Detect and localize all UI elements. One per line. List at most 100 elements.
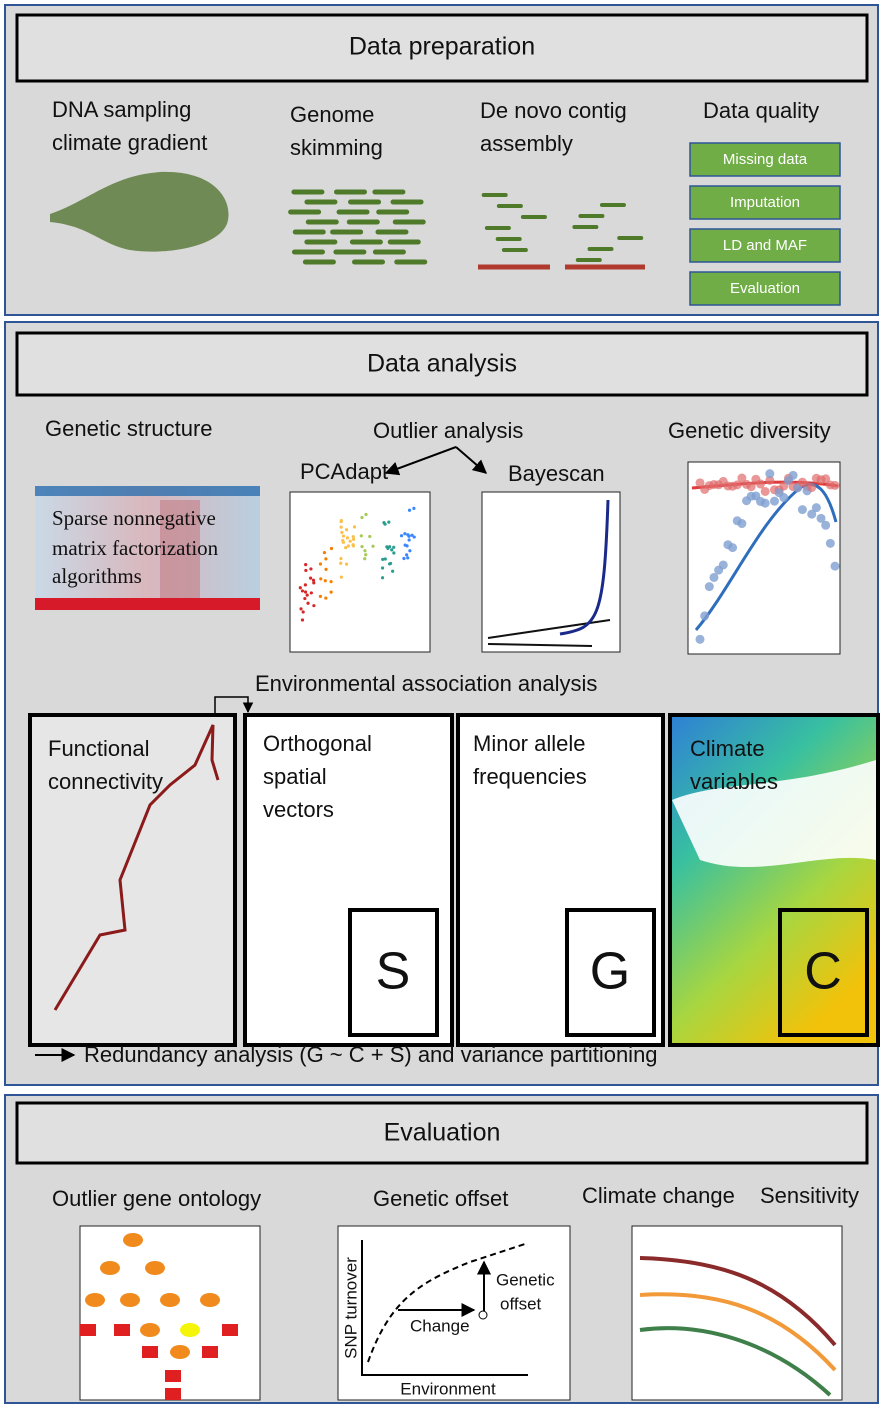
dot bbox=[364, 513, 367, 516]
go-node bbox=[100, 1261, 120, 1275]
dot bbox=[352, 544, 355, 547]
step-label: De novo contig bbox=[480, 98, 627, 123]
panel-title: Data preparation bbox=[349, 33, 535, 61]
panel-label: Climate bbox=[690, 736, 765, 761]
letter: C bbox=[804, 943, 842, 1001]
go-node bbox=[120, 1293, 140, 1307]
dot bbox=[342, 534, 345, 537]
dot bbox=[299, 607, 302, 610]
dot bbox=[353, 525, 356, 528]
dot bbox=[831, 481, 840, 490]
dot bbox=[402, 557, 405, 560]
dot bbox=[345, 563, 348, 566]
dot bbox=[705, 582, 714, 591]
dot bbox=[826, 539, 835, 548]
go-node bbox=[114, 1324, 130, 1336]
dot bbox=[344, 546, 347, 549]
heatmap-band bbox=[35, 598, 260, 610]
dot bbox=[312, 604, 315, 607]
dot bbox=[386, 547, 389, 550]
go-node bbox=[142, 1346, 158, 1358]
method-text: matrix factorization bbox=[52, 536, 219, 560]
dot bbox=[798, 505, 807, 514]
axis-label: Environment bbox=[400, 1379, 496, 1398]
go-node bbox=[222, 1324, 238, 1336]
dot bbox=[405, 553, 408, 556]
dot bbox=[330, 590, 333, 593]
dot bbox=[339, 557, 342, 560]
go-node bbox=[200, 1293, 220, 1307]
panel-title: Evaluation bbox=[384, 1119, 501, 1147]
dot bbox=[340, 531, 343, 534]
dot bbox=[807, 483, 816, 492]
go-node bbox=[165, 1388, 181, 1400]
dot bbox=[310, 591, 313, 594]
dot bbox=[371, 545, 374, 548]
plot-box bbox=[290, 492, 430, 652]
panel-title: Data analysis bbox=[367, 350, 517, 378]
dot bbox=[390, 548, 393, 551]
dot bbox=[403, 532, 406, 535]
go-node bbox=[180, 1323, 200, 1337]
point bbox=[479, 1311, 487, 1319]
dot bbox=[364, 553, 367, 556]
go-node bbox=[165, 1370, 181, 1382]
dot bbox=[821, 521, 830, 530]
dot bbox=[301, 618, 304, 621]
dot bbox=[324, 557, 327, 560]
dot bbox=[383, 523, 386, 526]
dot bbox=[696, 635, 705, 644]
dot bbox=[345, 528, 348, 531]
dot bbox=[323, 551, 326, 554]
annotation: offset bbox=[500, 1294, 542, 1313]
dot bbox=[349, 540, 352, 543]
footer-label: Redundancy analysis (G ~ C + S) and vari… bbox=[84, 1042, 658, 1067]
quality-label: Imputation bbox=[730, 194, 800, 211]
dot bbox=[363, 549, 366, 552]
dot bbox=[340, 520, 343, 523]
dot bbox=[324, 596, 327, 599]
letter: G bbox=[590, 943, 630, 1001]
go-node bbox=[170, 1345, 190, 1359]
dot bbox=[340, 576, 343, 579]
dot bbox=[391, 570, 394, 573]
dot bbox=[329, 580, 332, 583]
dot bbox=[324, 579, 327, 582]
dot bbox=[408, 509, 411, 512]
panel-label: connectivity bbox=[48, 769, 163, 794]
dot bbox=[304, 583, 307, 586]
step-label: Genome bbox=[290, 102, 374, 127]
dot bbox=[404, 544, 407, 547]
dot bbox=[719, 560, 728, 569]
heatmap-band bbox=[35, 486, 260, 496]
dot bbox=[700, 611, 709, 620]
panel-label: Orthogonal bbox=[263, 731, 372, 756]
dot bbox=[347, 544, 350, 547]
step-label: assembly bbox=[480, 131, 573, 156]
dot bbox=[324, 568, 327, 571]
panel-label: frequencies bbox=[473, 764, 587, 789]
dot bbox=[408, 549, 411, 552]
dot bbox=[352, 535, 355, 538]
go-node bbox=[202, 1346, 218, 1358]
dot bbox=[381, 558, 384, 561]
dot bbox=[381, 576, 384, 579]
dot bbox=[339, 562, 342, 565]
axis-label: SNP turnover bbox=[341, 1257, 360, 1359]
method-label: Bayescan bbox=[508, 461, 605, 486]
dot bbox=[301, 589, 304, 592]
go-node bbox=[123, 1233, 143, 1247]
dot bbox=[319, 595, 322, 598]
letter: S bbox=[376, 943, 411, 1001]
dot bbox=[303, 597, 306, 600]
dot bbox=[392, 546, 395, 549]
panel-label: variables bbox=[690, 769, 778, 794]
step-label: Data quality bbox=[703, 98, 819, 123]
section-label: Outlier gene ontology bbox=[52, 1186, 261, 1211]
section-label: Genetic structure bbox=[45, 416, 213, 441]
section-label: Genetic diversity bbox=[668, 418, 831, 443]
section-label: Sensitivity bbox=[760, 1183, 859, 1208]
dot bbox=[309, 567, 312, 570]
dot bbox=[306, 602, 309, 605]
method-text: algorithms bbox=[52, 564, 142, 588]
